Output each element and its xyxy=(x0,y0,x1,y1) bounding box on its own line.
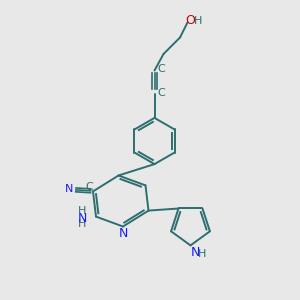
Text: N: N xyxy=(65,184,73,194)
Text: C: C xyxy=(157,64,165,74)
Text: N: N xyxy=(190,245,200,259)
Text: N: N xyxy=(78,212,87,225)
Text: N: N xyxy=(118,226,128,240)
Text: C: C xyxy=(85,182,93,192)
Text: H: H xyxy=(78,219,87,229)
Text: O: O xyxy=(185,14,195,28)
Text: H: H xyxy=(198,249,206,259)
Text: H: H xyxy=(194,16,202,26)
Text: C: C xyxy=(157,88,165,98)
Text: H: H xyxy=(78,206,87,216)
